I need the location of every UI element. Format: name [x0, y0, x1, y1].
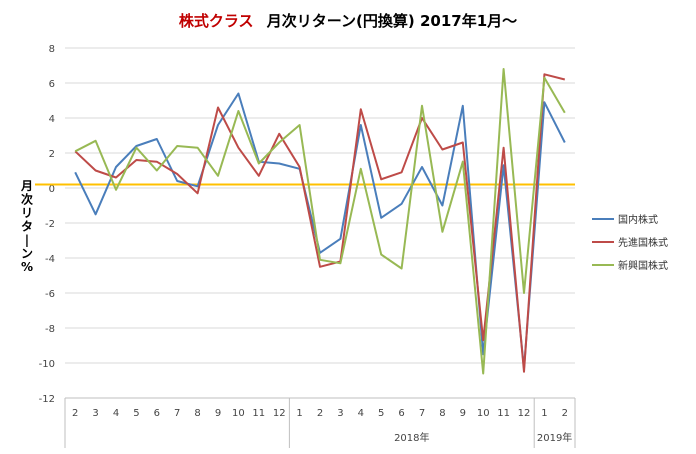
x-tick-label: 2	[72, 408, 78, 419]
y-tick-label: -8	[45, 324, 55, 335]
y-tick-label: -12	[39, 394, 55, 405]
y-tick-label: 0	[49, 184, 55, 195]
x-tick-label: 10	[477, 408, 490, 419]
y-axis-ticks: 8 6 4 2 0 -2 -4 -6 -8 -10 -12	[39, 44, 55, 405]
legend-label: 先進国株式	[618, 236, 668, 249]
x-tick-label: 8	[439, 408, 445, 419]
x-group-label: 2019年	[537, 431, 572, 444]
y-tick-label: -2	[45, 219, 55, 230]
y-tick-label: 4	[49, 114, 55, 125]
x-tick-label: 9	[460, 408, 466, 419]
y-axis-label: 月次リタ|ン%	[20, 179, 33, 274]
x-group-label: 2018年	[394, 431, 429, 444]
series-line-1	[74, 92, 566, 370]
x-tick-label: 6	[154, 408, 160, 419]
legend-label: 新興国株式	[618, 259, 668, 272]
x-tick-label: 2	[317, 408, 323, 419]
chart-title: 株式クラス 月次リターン(円換算) 2017年1月～	[179, 12, 517, 30]
series-lines	[74, 68, 566, 375]
x-tick-label: 5	[133, 408, 139, 419]
x-tick-label: 8	[194, 408, 200, 419]
y-axis-title: 月次リタ|ン%	[20, 179, 33, 274]
x-tick-label: 12	[518, 408, 531, 419]
series-line-3	[74, 68, 566, 375]
x-tick-label: 3	[92, 408, 98, 419]
x-tick-label: 4	[113, 408, 119, 419]
chart-title-highlight: 株式クラス	[179, 12, 254, 30]
x-tick-label: 1	[541, 408, 547, 419]
x-tick-label: 9	[215, 408, 221, 419]
x-tick-label: 6	[398, 408, 404, 419]
y-tick-label: -10	[39, 359, 55, 370]
series-line-2	[74, 73, 566, 373]
x-tick-label: 5	[378, 408, 384, 419]
y-tick-label: 2	[49, 149, 55, 160]
x-tick-label: 3	[337, 408, 343, 419]
x-tick-label: 12	[273, 408, 286, 419]
x-tick-label: 10	[232, 408, 245, 419]
chart-title-rest: 月次リターン(円換算) 2017年1月～	[266, 12, 517, 30]
x-tick-label: 4	[358, 408, 364, 419]
legend-label: 国内株式	[618, 213, 658, 226]
x-tick-label: 11	[497, 408, 510, 419]
y-tick-label: 6	[49, 79, 55, 90]
x-tick-label: 2	[562, 408, 568, 419]
gridlines	[65, 47, 575, 399]
x-tick-label: 7	[174, 408, 180, 419]
y-tick-label: -4	[45, 254, 55, 265]
y-tick-label: 8	[49, 44, 55, 55]
x-tick-label: 7	[419, 408, 425, 419]
x-tick-label: 1	[296, 408, 302, 419]
y-tick-label: -6	[45, 289, 55, 300]
x-tick-label: 11	[252, 408, 265, 419]
